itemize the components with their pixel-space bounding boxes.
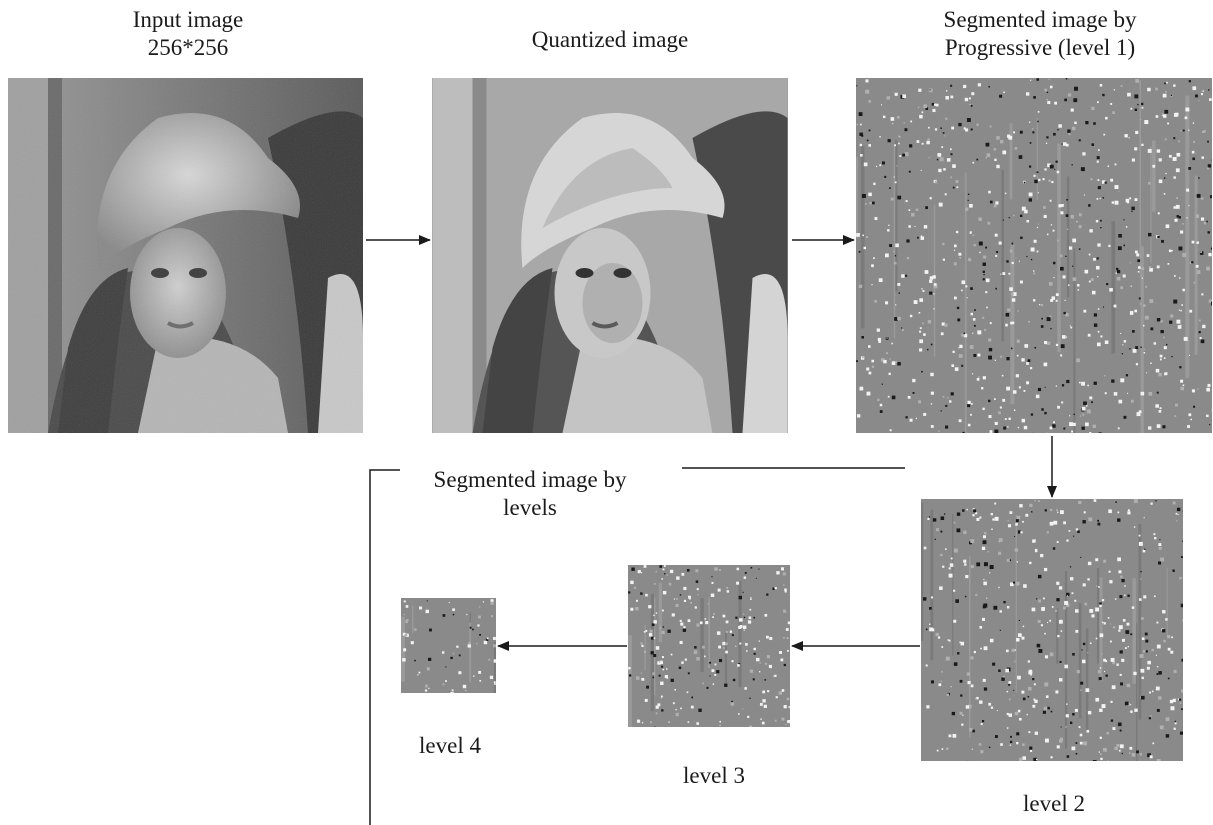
segmented-level-4-image [401,598,496,693]
level-3-label: level 3 [683,763,745,788]
input-image-photo [8,78,363,433]
segmented-level-4-texture [401,598,496,693]
quantized-image-title: Quantized image [531,27,689,52]
input-image-title-line1: Input image [132,7,244,32]
segmented-level-3-image [628,565,790,727]
levels-group-title-line2: levels [503,495,557,520]
level-4-label: level 4 [419,733,481,758]
quantized-image-poster [432,78,788,433]
input-image-size: 256*256 [147,35,229,60]
segmented-level-2-image [921,499,1183,761]
input-image [8,78,363,433]
level-2-label: level 2 [1023,791,1085,816]
levels-group-title-line1: Segmented image by [433,467,627,492]
segmented-level-2-texture [921,499,1183,761]
progressive-image-title: Segmented image by Progressive (level 1) [880,6,1200,62]
segmented-level-3-texture [628,565,790,727]
quantized-image [432,78,788,433]
levels-group-bracket [369,469,400,825]
levels-group-title: Segmented image by levels [400,466,660,522]
segmented-level-1-texture [856,78,1212,433]
segmented-level-1-image [856,78,1212,433]
progressive-image-title-line1: Segmented image by [943,7,1137,32]
input-image-title: Input image 256*256 [88,6,288,62]
progressive-image-title-line2: Progressive (level 1) [944,35,1136,60]
